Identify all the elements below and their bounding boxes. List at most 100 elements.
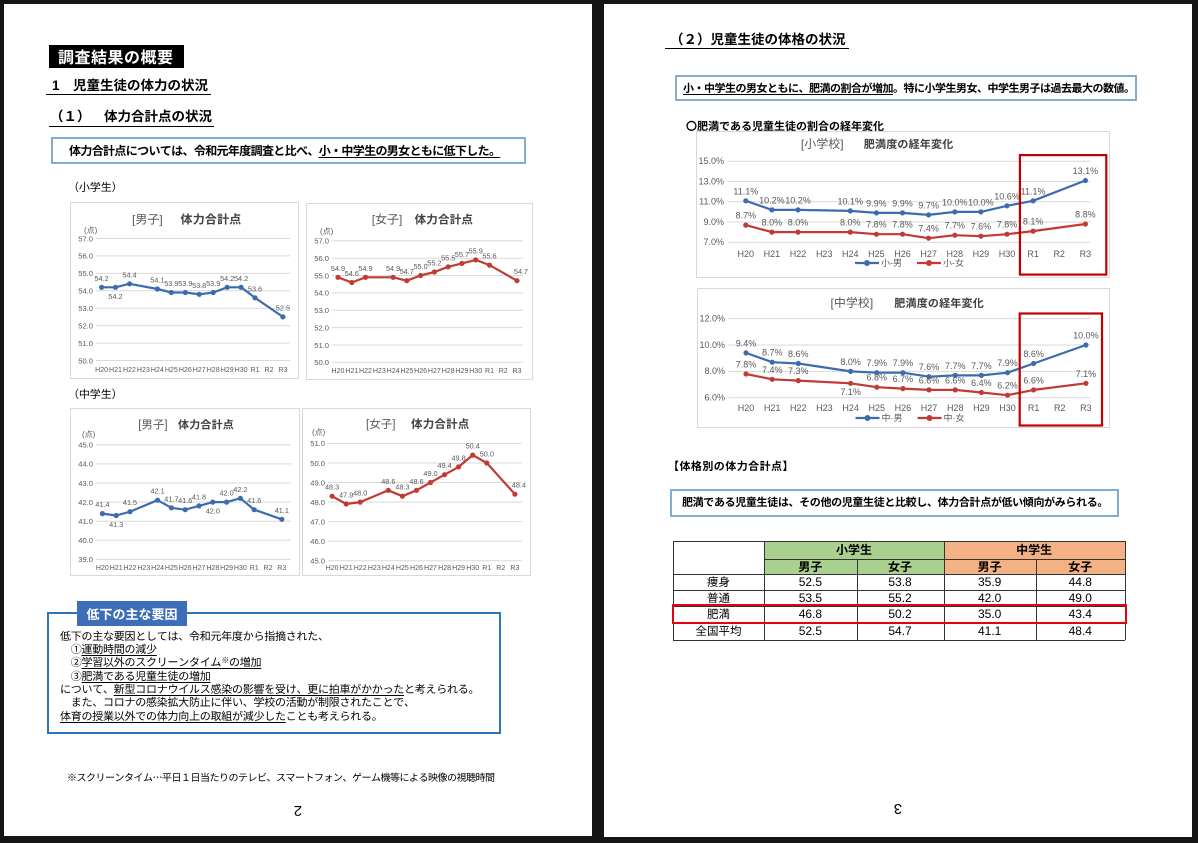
svg-text:48.4: 48.4: [512, 481, 526, 491]
svg-text:6.2%: 6.2%: [997, 379, 1018, 392]
svg-text:7.9%: 7.9%: [893, 356, 914, 369]
svg-text:8.0%: 8.0%: [762, 216, 783, 229]
svg-text:H29: H29: [973, 247, 990, 260]
svg-text:7.8%: 7.8%: [997, 218, 1018, 231]
svg-text:53.9: 53.9: [164, 279, 178, 289]
svg-text:H20: H20: [738, 401, 755, 414]
svg-text:42.2: 42.2: [233, 485, 247, 495]
svg-text:肥満度の経年変化: 肥満度の経年変化: [894, 295, 984, 311]
svg-text:H28: H28: [947, 247, 964, 260]
svg-text:42.0: 42.0: [206, 507, 220, 517]
svg-text:小-男: 小-男: [881, 256, 902, 269]
svg-text:8.6%: 8.6%: [1023, 347, 1044, 360]
svg-text:R2: R2: [263, 563, 272, 573]
svg-text:[女子]: [女子]: [366, 416, 395, 432]
svg-text:7.4%: 7.4%: [918, 222, 939, 235]
svg-text:H26: H26: [894, 247, 911, 260]
svg-text:H21: H21: [764, 401, 781, 414]
svg-text:H28: H28: [438, 563, 451, 573]
svg-text:49.0: 49.0: [423, 469, 437, 479]
svg-text:R2: R2: [264, 365, 273, 375]
svg-text:7.0%: 7.0%: [703, 235, 724, 248]
svg-text:42.0: 42.0: [219, 489, 233, 499]
svg-text:H25: H25: [400, 366, 413, 376]
svg-text:R2: R2: [1054, 401, 1066, 414]
svg-text:H22: H22: [354, 563, 367, 573]
svg-text:48.3: 48.3: [325, 483, 339, 493]
svg-text:11.0%: 11.0%: [699, 195, 724, 208]
svg-text:6.4%: 6.4%: [971, 376, 992, 389]
svg-text:57.0: 57.0: [314, 236, 329, 247]
svg-text:R3: R3: [278, 365, 287, 375]
svg-text:49.0: 49.0: [310, 477, 325, 488]
svg-text:7.8%: 7.8%: [736, 358, 757, 371]
svg-text:41.3: 41.3: [109, 520, 123, 530]
svg-text:55.0: 55.0: [413, 262, 427, 272]
svg-text:R3: R3: [1080, 401, 1092, 414]
svg-text:8.0%: 8.0%: [840, 355, 861, 368]
svg-text:10.2%: 10.2%: [785, 193, 811, 206]
svg-text:H21: H21: [764, 247, 781, 260]
svg-text:H24: H24: [842, 247, 859, 260]
svg-text:53.8: 53.8: [192, 281, 206, 291]
svg-text:H29: H29: [220, 563, 233, 573]
svg-text:H23: H23: [137, 365, 150, 375]
svg-text:54.0: 54.0: [78, 286, 93, 297]
svg-text:8.6%: 8.6%: [788, 347, 809, 360]
svg-text:R1: R1: [1027, 247, 1039, 260]
svg-text:55.0: 55.0: [78, 268, 93, 279]
svg-text:H26: H26: [895, 401, 912, 414]
svg-text:H27: H27: [920, 247, 937, 260]
svg-text:47.9: 47.9: [339, 491, 353, 501]
svg-text:54.9: 54.9: [331, 264, 345, 274]
svg-text:H22: H22: [359, 366, 372, 376]
svg-text:H25: H25: [165, 365, 178, 375]
svg-text:R1: R1: [250, 563, 259, 573]
svg-text:8.0%: 8.0%: [840, 216, 861, 229]
svg-text:H27: H27: [193, 365, 206, 375]
svg-text:57.0: 57.0: [78, 233, 93, 244]
svg-text:52.5: 52.5: [276, 303, 290, 313]
svg-text:R3: R3: [1080, 247, 1092, 260]
svg-text:8.0%: 8.0%: [704, 364, 725, 377]
svg-text:8.8%: 8.8%: [1075, 208, 1096, 221]
svg-text:H29: H29: [973, 401, 990, 414]
svg-text:H27: H27: [193, 563, 206, 573]
svg-text:46.0: 46.0: [310, 536, 325, 547]
svg-text:13.0%: 13.0%: [698, 174, 724, 187]
svg-text:48.6: 48.6: [409, 477, 423, 487]
svg-text:7.8%: 7.8%: [866, 218, 887, 231]
svg-text:H25: H25: [869, 401, 886, 414]
svg-text:H24: H24: [151, 365, 164, 375]
svg-text:41.1: 41.1: [275, 506, 289, 516]
svg-text:R1: R1: [1028, 401, 1040, 414]
svg-text:7.9%: 7.9%: [997, 356, 1018, 369]
svg-text:H29: H29: [455, 366, 468, 376]
svg-text:7.7%: 7.7%: [945, 219, 966, 232]
svg-text:55.7: 55.7: [455, 250, 469, 260]
svg-text:H28: H28: [206, 563, 219, 573]
svg-text:7.1%: 7.1%: [1076, 367, 1097, 380]
svg-text:42.0: 42.0: [78, 497, 93, 508]
svg-text:H29: H29: [452, 563, 465, 573]
svg-text:8.0%: 8.0%: [788, 216, 809, 229]
svg-text:H21: H21: [110, 563, 123, 573]
svg-text:H21: H21: [109, 365, 122, 375]
svg-text:11.1%: 11.1%: [1021, 184, 1046, 197]
svg-text:H23: H23: [816, 401, 833, 414]
svg-text:R1: R1: [482, 563, 491, 573]
svg-text:54.2: 54.2: [220, 274, 234, 284]
svg-text:(点): (点): [82, 429, 96, 440]
svg-text:[女子]: [女子]: [372, 211, 403, 228]
svg-text:10.0%: 10.0%: [942, 195, 968, 208]
svg-text:H22: H22: [790, 247, 807, 260]
svg-text:51.0: 51.0: [310, 438, 325, 449]
svg-text:52.0: 52.0: [314, 322, 329, 333]
svg-text:54.7: 54.7: [400, 267, 414, 277]
svg-text:R1: R1: [485, 366, 494, 376]
svg-text:[小学校]: [小学校]: [801, 135, 844, 152]
svg-text:9.4%: 9.4%: [736, 336, 757, 349]
svg-text:51.0: 51.0: [314, 340, 329, 351]
svg-text:H23: H23: [137, 563, 150, 573]
svg-text:(点): (点): [312, 427, 326, 438]
